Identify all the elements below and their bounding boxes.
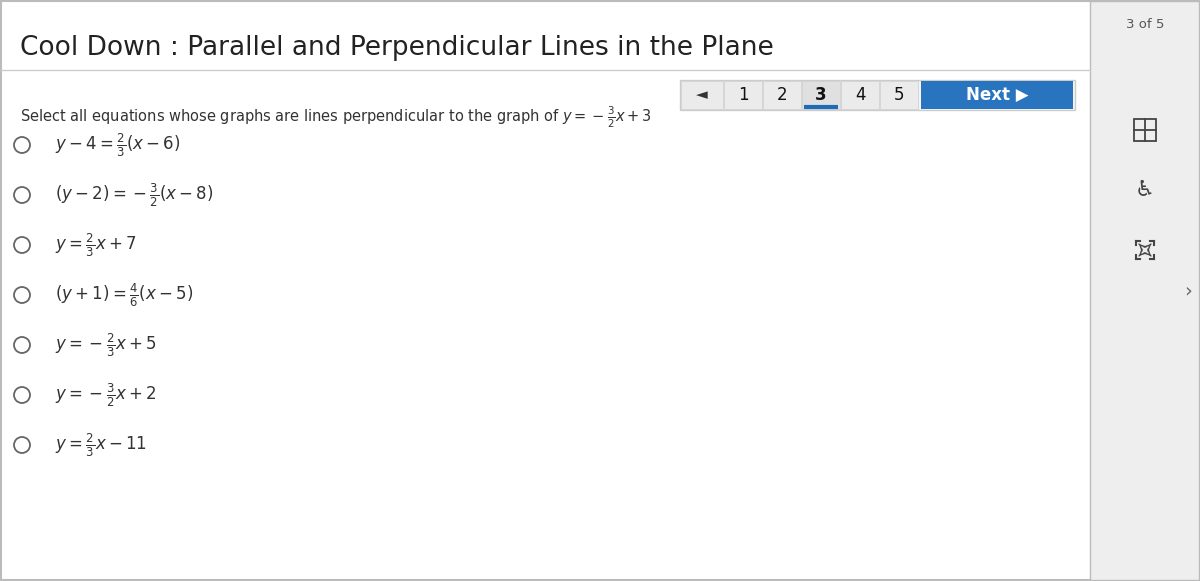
- Text: 4: 4: [854, 86, 865, 104]
- Text: $y = \frac{2}{3}x + 7$: $y = \frac{2}{3}x + 7$: [55, 231, 137, 259]
- Text: 2: 2: [776, 86, 787, 104]
- FancyBboxPatch shape: [880, 81, 918, 109]
- FancyBboxPatch shape: [763, 81, 802, 109]
- Text: ♿: ♿: [1135, 180, 1154, 200]
- Text: 5: 5: [894, 86, 905, 104]
- Text: $(y + 1) = \frac{4}{6}(x - 5)$: $(y + 1) = \frac{4}{6}(x - 5)$: [55, 281, 193, 309]
- Text: 3: 3: [815, 86, 827, 104]
- Text: Next ▶: Next ▶: [966, 86, 1028, 104]
- Text: $y = -\frac{3}{2}x + 2$: $y = -\frac{3}{2}x + 2$: [55, 381, 157, 408]
- Text: 3 of 5: 3 of 5: [1126, 18, 1164, 31]
- FancyBboxPatch shape: [680, 80, 1075, 110]
- Text: Select all equations whose graphs are lines perpendicular to the graph of $y = -: Select all equations whose graphs are li…: [20, 105, 652, 130]
- Text: $(y - 2) = -\frac{3}{2}(x - 8)$: $(y - 2) = -\frac{3}{2}(x - 8)$: [55, 181, 214, 209]
- Text: $y - 4 = \frac{2}{3}(x - 6)$: $y - 4 = \frac{2}{3}(x - 6)$: [55, 131, 180, 159]
- Text: $y = -\frac{2}{3}x + 5$: $y = -\frac{2}{3}x + 5$: [55, 331, 157, 358]
- FancyBboxPatch shape: [802, 81, 840, 109]
- FancyBboxPatch shape: [724, 81, 762, 109]
- Text: Cool Down : Parallel and Perpendicular Lines in the Plane: Cool Down : Parallel and Perpendicular L…: [20, 35, 774, 61]
- FancyBboxPatch shape: [1090, 1, 1199, 580]
- Text: $y = \frac{2}{3}x - 11$: $y = \frac{2}{3}x - 11$: [55, 431, 148, 459]
- FancyBboxPatch shape: [682, 81, 722, 109]
- Text: 1: 1: [738, 86, 749, 104]
- FancyBboxPatch shape: [841, 81, 878, 109]
- Text: ◄: ◄: [696, 88, 708, 102]
- Text: ›: ›: [1184, 282, 1192, 300]
- FancyBboxPatch shape: [922, 81, 1073, 109]
